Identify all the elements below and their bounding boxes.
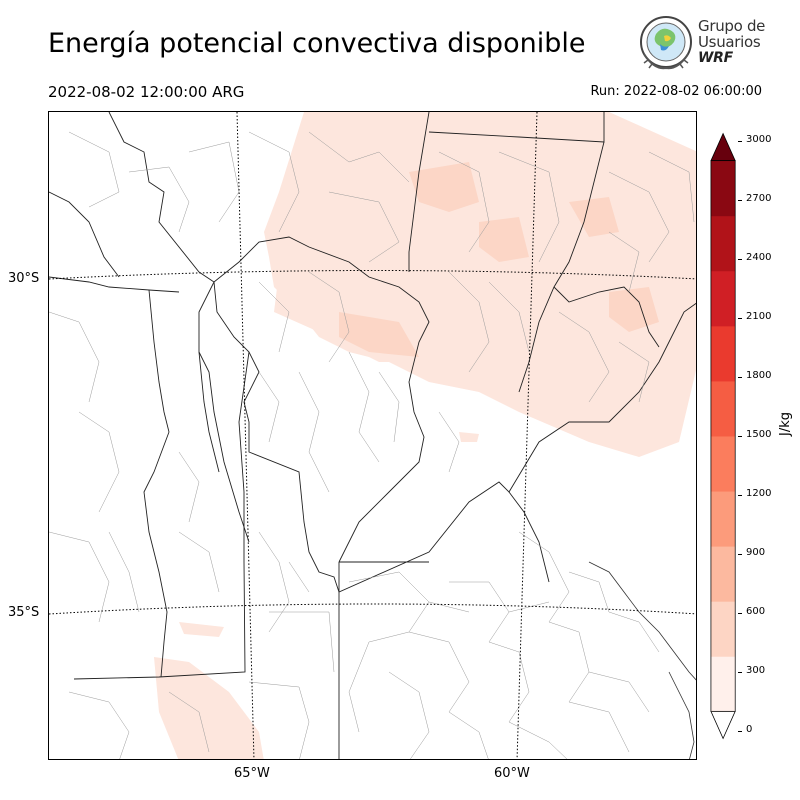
colorbar-tick-label: 3000 xyxy=(746,134,772,145)
colorbar-segment xyxy=(710,656,736,712)
colorbar-segment xyxy=(710,215,736,272)
colorbar-extend-min xyxy=(710,710,736,740)
colorbar-segment xyxy=(710,325,736,382)
colorbar-segment xyxy=(710,270,736,327)
cape-fill xyxy=(154,112,696,759)
colorbar-segment xyxy=(710,491,736,547)
colorbar-tick-label: 900 xyxy=(746,547,766,558)
colorbar-segment xyxy=(710,436,736,492)
colorbar-segment xyxy=(710,380,736,437)
logo-line2: Usuarios xyxy=(698,33,761,51)
wrf-logo: Grupo de Usuarios WRF xyxy=(638,14,768,78)
colorbar-tick-mark xyxy=(738,672,742,673)
run-time: Run: 2022-08-02 06:00:00 xyxy=(590,84,762,99)
colorbar-tick-mark xyxy=(738,613,742,614)
colorbar-tick-label: 1800 xyxy=(746,370,772,381)
colorbar-tick-mark xyxy=(738,318,742,319)
wrf-globe-logo-icon xyxy=(640,16,692,70)
coastline xyxy=(588,561,696,759)
province-borders xyxy=(49,112,696,759)
map-canvas xyxy=(49,112,696,759)
colorbar-tick-label: 300 xyxy=(746,665,766,676)
colorbar-segment xyxy=(710,160,736,217)
colorbar-unit-label: J/kg xyxy=(778,412,793,436)
colorbar-segment xyxy=(710,546,736,602)
logo-line1: Grupo de xyxy=(698,17,766,35)
colorbar-tick-mark xyxy=(738,141,742,142)
colorbar-tick-label: 2700 xyxy=(746,193,772,204)
graticule xyxy=(49,112,696,759)
colorbar xyxy=(710,132,736,740)
logo-line3: WRF xyxy=(698,50,733,66)
colorbar-tick-label: 0 xyxy=(746,724,753,735)
colorbar-segment xyxy=(710,601,736,657)
colorbar-tick-label: 1500 xyxy=(746,429,772,440)
lon-label-65w: 65°W xyxy=(234,766,270,781)
colorbar-tick-label: 2400 xyxy=(746,252,772,263)
colorbar-tick-label: 1200 xyxy=(746,488,772,499)
colorbar-tick-mark xyxy=(738,554,742,555)
logo-text: Grupo de Usuarios WRF xyxy=(698,18,765,66)
colorbar-tick-mark xyxy=(738,731,742,732)
map-title: Energía potencial convectiva disponible xyxy=(48,28,586,59)
lat-label-35s: 35°S xyxy=(8,605,40,620)
colorbar-tick-mark xyxy=(738,377,742,378)
lat-label-30s: 30°S xyxy=(8,271,40,286)
colorbar-frame xyxy=(710,160,736,712)
colorbar-tick-mark xyxy=(738,436,742,437)
colorbar-tick-label: 2100 xyxy=(746,311,772,322)
colorbar-tick-mark xyxy=(738,259,742,260)
colorbar-tick-mark xyxy=(738,495,742,496)
map-area xyxy=(48,111,697,760)
valid-time: 2022-08-02 12:00:00 ARG xyxy=(48,83,245,101)
colorbar-tick-mark xyxy=(738,200,742,201)
department-borders xyxy=(49,131,695,759)
colorbar-extend-max xyxy=(710,132,736,162)
lon-label-60w: 60°W xyxy=(494,766,530,781)
colorbar-tick-label: 600 xyxy=(746,606,766,617)
